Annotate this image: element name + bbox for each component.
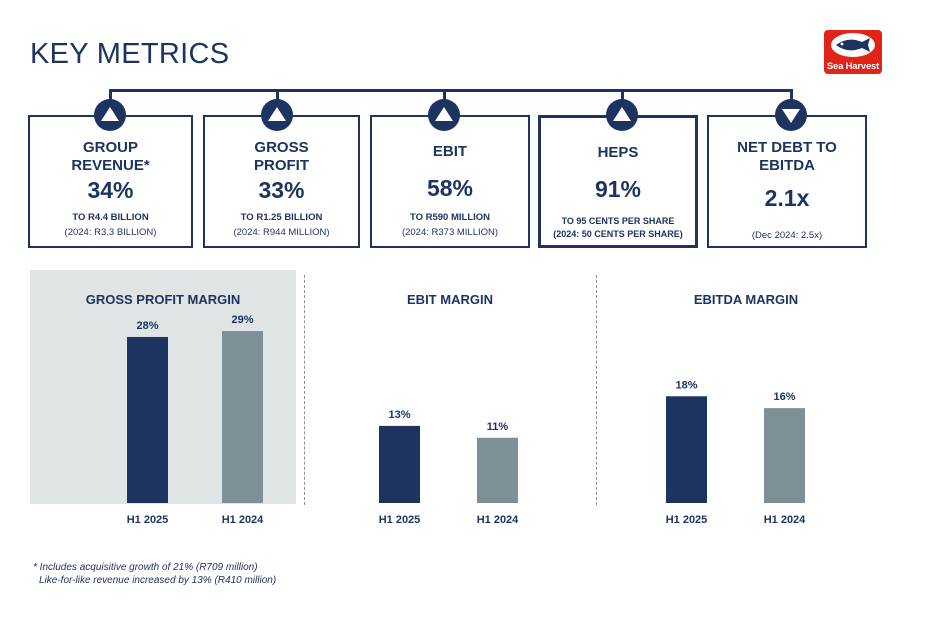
kpi-name: NET DEBT TO EBITDA — [709, 139, 865, 175]
category-label: H1 2025 — [127, 514, 169, 526]
kpi-card: EBIT 58% TO R590 MILLION (2024: R373 MILLIO… — [370, 115, 530, 248]
bar-chart-svg: 18% H1 2025 16% H1 2024 — [666, 379, 806, 526]
up-arrow-icon — [606, 99, 638, 131]
bar-chart-svg: 13% H1 2025 11% H1 2024 — [379, 409, 519, 526]
kpi-prior: (2024: R944 MILLION) — [233, 227, 330, 238]
kpi-connector — [110, 89, 793, 92]
data-label: 11% — [487, 421, 509, 433]
kpi-sub: TO R1.25 BILLION — [240, 212, 323, 223]
margin-chart: EBIT MARGIN 13% H1 2025 11% H1 2024 — [304, 270, 596, 540]
data-label: 29% — [231, 314, 253, 326]
page-title: KEY METRICS — [30, 38, 230, 70]
category-label: H1 2025 — [666, 514, 708, 526]
kpi-connector-drop — [109, 89, 112, 103]
sea-harvest-logo: Sea Harvest — [824, 30, 882, 74]
data-label: 16% — [773, 391, 795, 403]
kpi-prior: (2024: R373 MILLION) — [401, 227, 499, 238]
chart-title: GROSS PROFIT MARGIN — [85, 292, 241, 307]
panel-divider — [596, 275, 597, 505]
data-label: 28% — [136, 320, 158, 332]
category-label: H1 2025 — [379, 514, 421, 526]
chart-bar — [222, 331, 263, 503]
kpi-value: 2.1x — [764, 185, 810, 211]
chart-bar — [477, 437, 518, 503]
kpi-prior: (Dec 2024: 2.5x) — [751, 230, 823, 241]
kpi-name-line: REVENUE* — [71, 157, 150, 174]
panel-divider — [304, 275, 305, 505]
kpi-name-line: GROUP — [82, 139, 138, 156]
fish-icon — [831, 33, 875, 57]
data-label: 13% — [388, 409, 410, 421]
kpi-connector-drop — [276, 89, 279, 103]
footnote-line-1: * Includes acquisitive growth of 21% (R7… — [33, 562, 258, 573]
kpi-name-line: HEPS — [597, 144, 639, 161]
up-arrow-icon — [261, 99, 293, 131]
kpi-card: NET DEBT TO EBITDA 2.1x (Dec 2024: 2.5x) — [707, 115, 867, 248]
category-label: H1 2024 — [477, 514, 519, 526]
kpi-name: GROSS PROFIT — [205, 139, 358, 175]
logo-text: Sea Harvest — [826, 61, 880, 72]
kpi-name: HEPS — [541, 144, 695, 162]
kpi-value: 58% — [426, 175, 474, 201]
up-arrow-icon — [428, 99, 460, 131]
kpi-value: 91% — [594, 176, 642, 202]
chart-title: EBIT MARGIN — [407, 292, 493, 307]
category-label: H1 2024 — [764, 514, 806, 526]
chart-title: EBITDA MARGIN — [693, 292, 799, 307]
up-arrow-icon — [94, 99, 126, 131]
data-label: 18% — [675, 379, 697, 391]
chart-bar — [127, 336, 168, 503]
kpi-value: 34% — [87, 177, 134, 203]
margin-chart: GROSS PROFIT MARGIN 28% H1 2025 29% H1 2024 — [30, 270, 296, 540]
chart-bar — [666, 396, 707, 503]
kpi-connector-drop — [621, 89, 624, 103]
kpi-connector-drop — [790, 89, 793, 103]
kpi-name-line: EBIT — [432, 143, 468, 160]
down-arrow-icon — [775, 99, 807, 131]
kpi-name: EBIT — [372, 143, 528, 161]
kpi-card: HEPS 91% TO 95 CENTS PER SHARE (2024: 50 CE… — [538, 115, 698, 248]
kpi-value: 33% — [258, 177, 305, 203]
footnote: * Includes acquisitive growth of 21% (R7… — [33, 561, 276, 587]
chart-bar — [379, 425, 420, 503]
kpi-sub: TO R590 MILLION — [409, 212, 491, 223]
kpi-card: GROSS PROFIT 33% TO R1.25 BILLION (2024: R94… — [203, 115, 360, 248]
kpi-connector-drop — [443, 89, 446, 103]
category-label: H1 2024 — [222, 514, 264, 526]
bar-chart-svg: 28% H1 2025 29% H1 2024 — [127, 314, 264, 526]
kpi-sub: TO R4.4 BILLION — [72, 212, 149, 223]
kpi-prior: (2024: 50 CENTS PER SHARE) — [553, 229, 683, 239]
kpi-card: GROUP REVENUE* 34% TO R4.4 BILLION (2024: R3… — [28, 115, 193, 248]
kpi-prior: (2024: R3.3 BILLION) — [64, 227, 157, 238]
kpi-sub: TO 95 CENTS PER SHARE — [561, 216, 675, 226]
kpi-name: GROUP REVENUE* — [30, 139, 191, 175]
margin-chart: EBITDA MARGIN 18% H1 2025 16% H1 2024 — [596, 270, 896, 540]
kpi-name-line: EBITDA — [759, 157, 815, 174]
kpi-name-line: PROFIT — [254, 157, 309, 174]
chart-bar — [764, 408, 805, 503]
kpi-name-line: GROSS — [254, 139, 309, 156]
footnote-line-2: Like-for-like revenue increased by 13% (… — [39, 575, 277, 586]
kpi-name-line: NET DEBT TO — [737, 139, 837, 156]
